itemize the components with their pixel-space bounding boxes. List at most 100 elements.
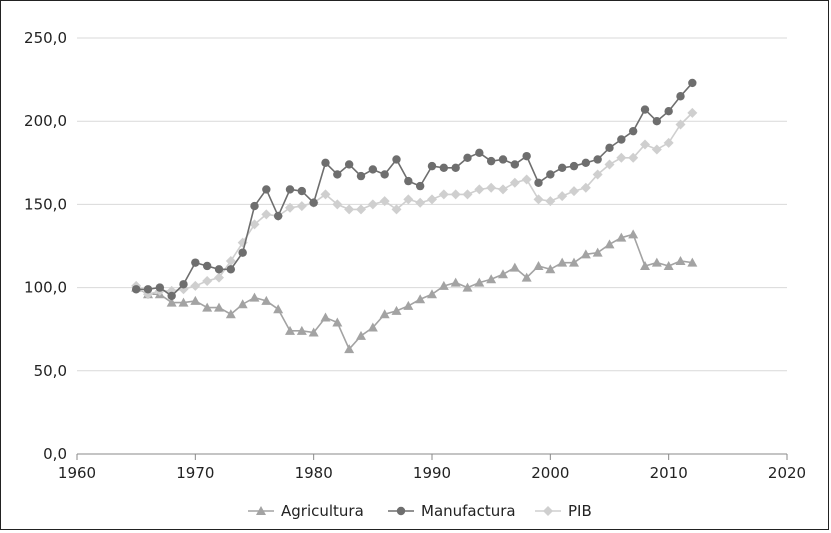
data-point-pib [367,199,378,210]
data-point-manufactura [688,78,697,88]
data-point-agricultura [557,257,568,267]
data-point-agricultura [628,229,639,239]
data-point-manufactura [262,185,271,194]
legend-label: Manufactura [421,502,516,520]
data-point-agricultura [438,280,449,290]
data-point-agricultura [533,260,544,270]
data-point-pib [628,152,639,163]
data-point-manufactura [486,156,496,166]
data-point-pib [225,255,236,266]
data-point-manufactura [368,165,378,174]
y-tick-label: 100,0 [24,279,67,297]
series-agricultura [131,229,698,354]
data-point-manufactura [356,171,366,181]
data-point-manufactura [191,258,200,267]
data-point-manufactura [321,158,330,167]
data-point-pib [592,169,603,180]
data-point-manufactura [155,283,165,292]
data-point-manufactura [546,170,555,179]
y-tick-label: 150,0 [24,195,67,213]
data-point-manufactura [297,186,307,196]
data-point-agricultura [509,262,520,272]
data-point-pib [261,209,272,220]
data-point-pib [486,182,497,193]
x-tick-label: 1980 [295,464,333,482]
data-point-agricultura [379,309,390,319]
data-point-manufactura [581,158,591,167]
data-point-manufactura [415,181,425,191]
data-point-pib [533,194,544,205]
data-point-pib [344,204,355,215]
data-point-manufactura [510,160,520,169]
data-point-manufactura [167,291,176,301]
data-point-manufactura [427,161,437,171]
legend-marker-pib [543,506,553,516]
data-point-agricultura [616,232,627,242]
data-point-agricultura [320,312,331,322]
data-point-agricultura [415,294,426,304]
data-point-agricultura [651,257,662,267]
axes: 0,0 50,0 100,0 150,0 200,0 250,0 1960 1970 1980 1… [24,29,806,482]
data-point-agricultura [427,289,437,299]
data-point-manufactura [380,170,389,179]
data-point-pib [604,159,615,170]
data-point-manufactura [202,261,212,271]
x-tick-label: 1960 [58,464,96,482]
data-point-agricultura [687,257,698,267]
y-tick-label: 50,0 [34,362,67,380]
data-point-pib [462,189,473,200]
y-tick-label: 200,0 [24,112,67,130]
x-tick-label: 1990 [413,464,451,482]
data-point-manufactura [640,105,650,114]
data-point-agricultura [214,302,224,312]
series-line-agricultura [135,233,693,351]
data-point-manufactura [569,161,579,171]
data-point-agricultura [675,255,686,265]
data-point-pib [663,137,674,148]
data-point-agricultura [592,247,603,257]
data-point-agricultura [285,325,295,335]
data-point-pib [450,189,461,200]
data-point-agricultura [356,330,366,340]
data-point-agricultura [663,260,674,270]
legend-item-pib: PIB [535,502,592,520]
data-point-agricultura [486,274,497,284]
data-point-agricultura [190,295,201,305]
legend-item-manufactura: Manufactura [388,502,516,520]
data-point-agricultura [367,322,378,332]
data-point-agricultura [498,269,508,279]
data-point-pib [438,189,449,200]
data-point-pib [474,184,485,195]
data-point-agricultura [308,327,319,337]
data-point-agricultura [403,300,414,310]
data-point-agricultura [332,317,343,327]
data-point-pib [285,202,295,213]
data-point-manufactura [652,117,662,126]
data-point-manufactura [522,151,531,161]
x-tick-label: 2010 [650,464,688,482]
data-point-agricultura [296,325,307,335]
data-point-agricultura [273,304,284,314]
data-point-manufactura [676,92,685,101]
data-point-pib [616,152,627,163]
data-point-manufactura [463,153,472,163]
data-point-pib [640,139,650,150]
data-point-manufactura [664,107,673,116]
data-point-pib [320,189,331,200]
data-point-manufactura [451,163,460,172]
data-point-manufactura [498,155,508,164]
data-point-manufactura [344,160,354,169]
data-point-pib [557,191,568,202]
data-point-manufactura [404,176,413,186]
data-point-agricultura [261,295,272,305]
data-point-pib [580,182,591,193]
data-point-pib [569,186,579,197]
data-point-agricultura [604,239,615,249]
data-point-pib [675,119,686,130]
x-tick-label: 2020 [768,464,806,482]
data-point-manufactura [214,265,224,274]
data-point-pib [498,184,508,195]
data-point-agricultura [545,264,556,274]
